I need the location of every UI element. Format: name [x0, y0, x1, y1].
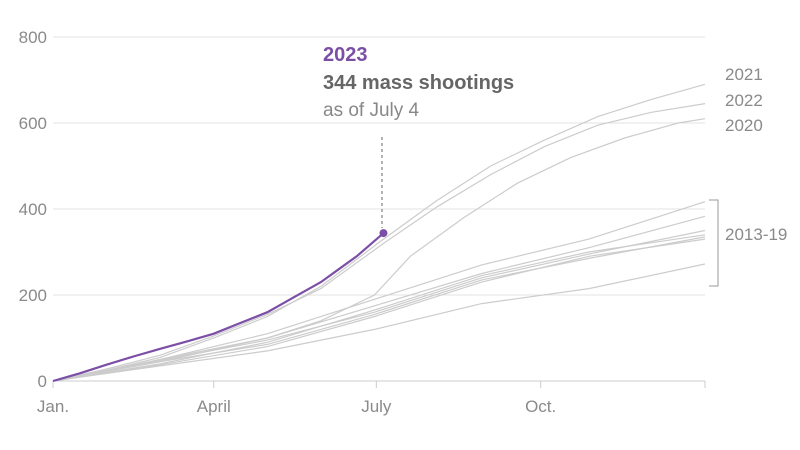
- annotation-count: 344 mass shootings: [323, 72, 514, 94]
- y-tick-label: 0: [38, 372, 47, 391]
- series-line-2023: [52, 232, 385, 383]
- x-tick-label: April: [197, 397, 231, 416]
- annotation-point: [379, 229, 388, 238]
- series-line-2022: [52, 103, 706, 382]
- annotation-date: as of July 4: [323, 100, 420, 121]
- series-line-2019: [52, 201, 706, 382]
- series-line-2021: [52, 83, 706, 382]
- y-tick-label: 600: [19, 114, 47, 133]
- annotation-year: 2023: [323, 44, 368, 66]
- y-tick-label: 400: [19, 200, 47, 219]
- y-tick-label: 200: [19, 286, 47, 305]
- series-label-2020: 2020: [725, 116, 763, 135]
- series-line-2016: [52, 234, 706, 382]
- series-line-2013: [52, 263, 706, 382]
- series-label-2021: 2021: [725, 65, 763, 84]
- group-label: 2013-19: [725, 225, 787, 244]
- series-line-2014: [52, 238, 706, 382]
- x-tick-label: July: [361, 397, 392, 416]
- series-line-2018: [52, 215, 706, 382]
- group-bracket: [709, 199, 719, 287]
- y-tick-label: 800: [19, 28, 47, 47]
- x-tick-label: Jan.: [37, 397, 69, 416]
- x-tick-label: Oct.: [525, 397, 556, 416]
- series-line-2015: [52, 236, 706, 382]
- series-label-2022: 2022: [725, 91, 763, 110]
- series-line-2017: [52, 229, 706, 382]
